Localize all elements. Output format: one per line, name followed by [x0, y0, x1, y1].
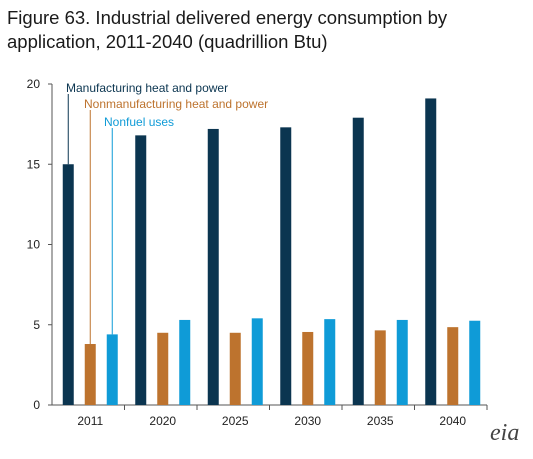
bar: [135, 135, 147, 406]
bar: [62, 164, 74, 405]
x-tick-label: 2011: [77, 414, 103, 428]
bar: [469, 320, 481, 405]
y-tick-label: 10: [27, 238, 41, 252]
bar: [352, 117, 364, 405]
x-tick-label: 2030: [294, 414, 321, 428]
bar: [229, 332, 241, 405]
legend-label: Nonmanufacturing heat and power: [84, 97, 268, 111]
bar: [179, 319, 191, 405]
bar: [447, 327, 459, 405]
bar: [302, 331, 314, 405]
bar: [324, 319, 336, 405]
x-tick-label: 2035: [367, 414, 394, 428]
bar: [207, 128, 219, 405]
eia-logo: eia: [490, 420, 520, 446]
legend-label: Nonfuel uses: [104, 115, 174, 129]
bar: [280, 127, 292, 406]
y-tick-label: 0: [33, 398, 40, 412]
y-tick-label: 15: [27, 157, 41, 171]
bar: [157, 332, 169, 405]
y-tick-label: 5: [33, 318, 40, 332]
bar: [396, 319, 408, 405]
x-tick-label: 2040: [439, 414, 466, 428]
x-tick-label: 2025: [222, 414, 249, 428]
x-tick-label: 2020: [149, 414, 176, 428]
bar: [374, 330, 386, 405]
legend-label: Manufacturing heat and power: [66, 81, 228, 95]
bar: [84, 344, 96, 405]
chart-title: Figure 63. Industrial delivered energy c…: [7, 7, 448, 52]
bar: [425, 98, 437, 405]
bar: [106, 334, 118, 405]
bar: [251, 318, 263, 405]
y-tick-label: 20: [27, 77, 41, 91]
